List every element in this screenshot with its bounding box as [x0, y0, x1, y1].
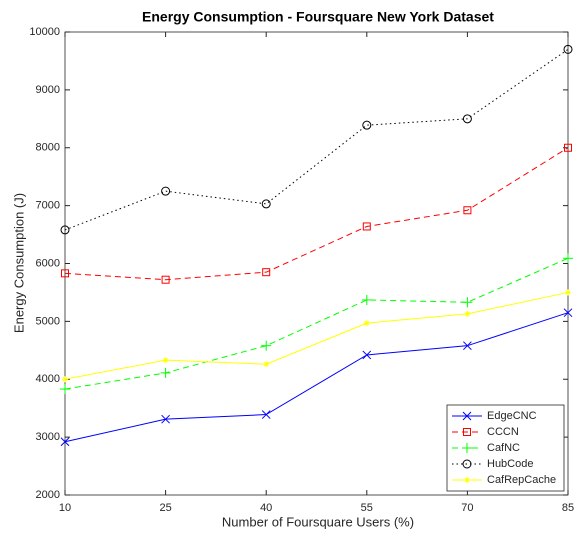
marker-stroke	[261, 410, 271, 419]
x-tick-label: 40	[260, 502, 272, 514]
marker-shape	[563, 44, 573, 54]
y-tick-label: 7000	[36, 200, 60, 212]
marker	[564, 143, 572, 152]
marker-shape	[60, 225, 70, 235]
marker	[464, 310, 471, 317]
marker	[462, 297, 473, 308]
series-line	[64, 312, 569, 443]
x-tick-label: 70	[461, 502, 473, 514]
marker-stroke	[563, 308, 573, 318]
marker	[261, 199, 271, 209]
marker-shape	[564, 143, 572, 152]
marker	[363, 320, 370, 327]
legend-label: CafRepCache	[487, 474, 556, 486]
marker-stroke	[462, 411, 472, 421]
marker	[563, 253, 573, 264]
y-tick-label: 6000	[36, 257, 60, 269]
y-tick-label: 9000	[36, 84, 60, 96]
x-tick-label: 55	[361, 502, 373, 514]
marker	[61, 269, 69, 278]
marker-stroke	[464, 477, 470, 483]
y-tick-label: 8000	[36, 142, 60, 154]
marker-stroke	[364, 320, 370, 326]
marker	[462, 443, 472, 453]
marker-shape	[261, 199, 271, 209]
marker	[462, 411, 472, 421]
marker-shape	[462, 459, 472, 469]
marker-stroke	[463, 341, 472, 351]
marker	[361, 294, 372, 305]
marker	[161, 186, 171, 196]
marker	[261, 340, 272, 351]
marker	[60, 437, 70, 447]
marker	[60, 225, 70, 235]
marker	[462, 114, 472, 124]
marker	[463, 206, 472, 215]
y-tick-label: 3000	[36, 431, 60, 443]
marker-stroke	[465, 311, 470, 317]
x-tick-label: 25	[159, 502, 171, 514]
marker-shape	[362, 222, 371, 231]
marker	[563, 308, 573, 318]
marker	[362, 120, 372, 130]
marker-shape	[262, 268, 271, 277]
series-line	[64, 291, 569, 380]
marker	[160, 367, 171, 378]
marker	[60, 384, 70, 395]
marker	[261, 410, 271, 419]
chart-title: Energy Consumption - Foursquare New York…	[142, 9, 494, 25]
marker-stroke	[263, 361, 269, 367]
marker-shape	[362, 120, 372, 130]
series-line	[64, 257, 569, 390]
marker	[565, 289, 571, 296]
marker	[62, 376, 68, 383]
y-tick-label: 4000	[36, 373, 60, 385]
marker	[161, 414, 170, 424]
marker-shape	[463, 428, 471, 436]
y-tick-label: 2000	[36, 489, 60, 501]
legend-label: CCCN	[487, 426, 519, 438]
y-tick-label: 10000	[29, 26, 60, 38]
marker	[362, 222, 371, 231]
marker	[462, 459, 472, 469]
legend: EdgeCNC CCCN CafNC HubCode CafRepCache	[446, 404, 565, 492]
marker-stroke	[62, 376, 68, 382]
marker	[262, 268, 271, 277]
marker	[464, 477, 470, 483]
x-axis-label: Number of Foursquare Users (%)	[222, 514, 414, 529]
marker-stroke	[362, 350, 372, 360]
x-tick-label: 10	[59, 502, 71, 514]
marker-shape	[161, 186, 171, 196]
marker	[463, 428, 471, 436]
marker-stroke	[163, 357, 168, 363]
marker-shape	[463, 206, 472, 215]
legend-label: HubCode	[487, 458, 533, 470]
marker	[362, 350, 372, 360]
marker-stroke	[565, 290, 571, 295]
marker-shape	[462, 114, 472, 124]
legend-label: EdgeCNC	[487, 410, 537, 422]
marker	[263, 361, 270, 368]
marker-shape	[61, 269, 69, 278]
series-line	[64, 147, 569, 281]
y-axis-label: Energy Consumption (J)	[11, 193, 26, 333]
marker	[563, 44, 573, 54]
marker-stroke	[161, 414, 170, 424]
marker-shape	[161, 275, 170, 284]
marker-stroke	[60, 437, 70, 447]
marker	[463, 341, 472, 351]
y-tick-label: 5000	[36, 315, 60, 327]
x-tick-label: 85	[562, 502, 574, 514]
marker	[162, 357, 169, 364]
marker	[161, 275, 170, 284]
legend-label: CafNC	[487, 442, 520, 454]
